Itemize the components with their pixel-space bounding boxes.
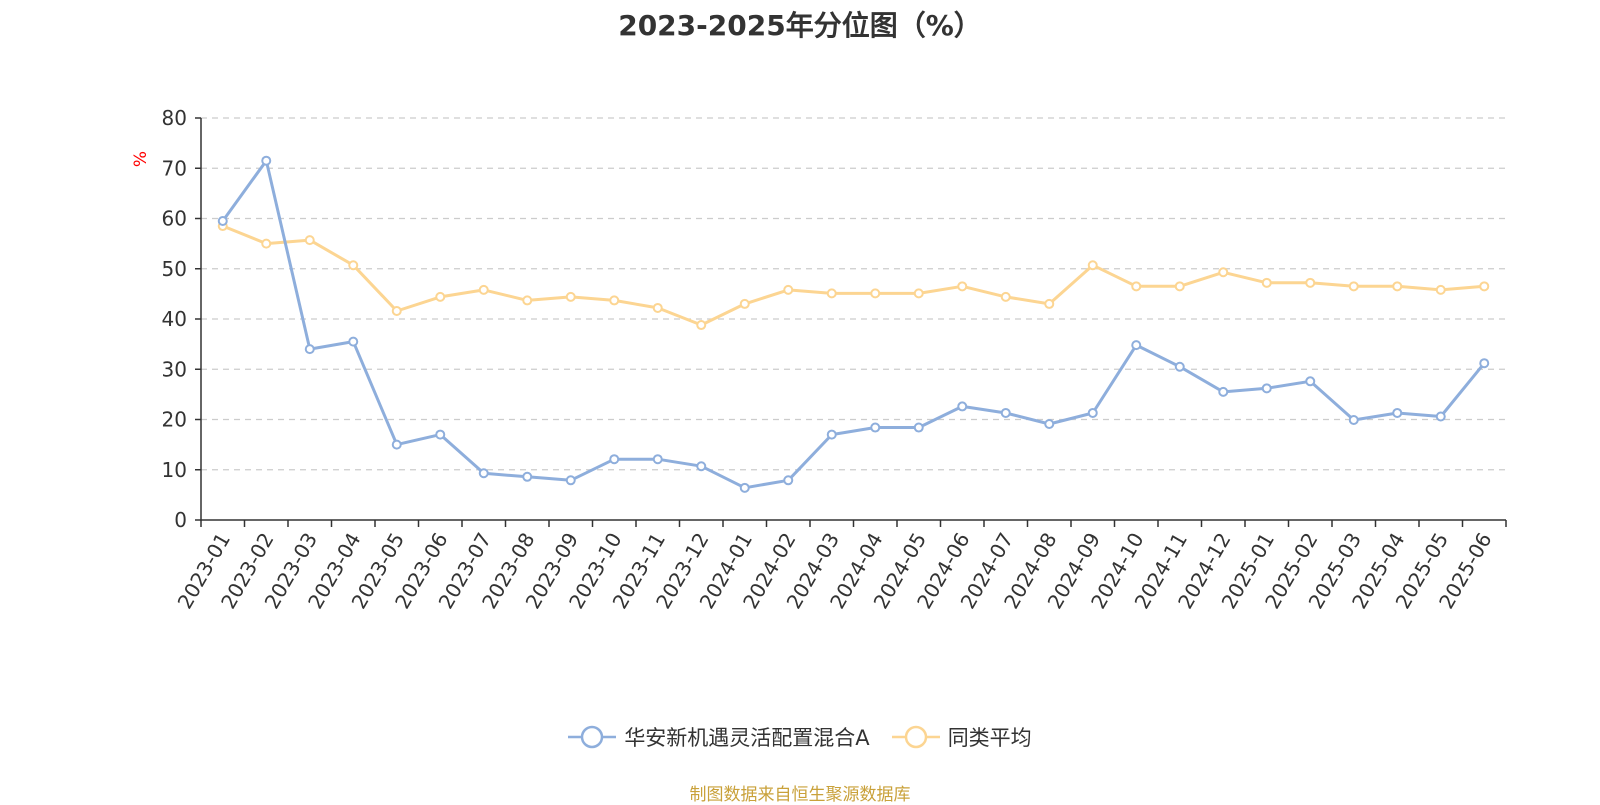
data-point-series-0 — [783, 475, 794, 486]
data-point-series-1 — [565, 291, 576, 302]
data-point-series-0 — [1044, 419, 1055, 430]
data-point-series-0 — [261, 155, 272, 166]
chart-legend[interactable]: 华安新机遇灵活配置混合A 同类平均 — [0, 722, 1600, 752]
series-line-1 — [222, 224, 1485, 327]
data-point-series-0 — [435, 429, 446, 440]
data-point-series-1 — [348, 260, 359, 271]
data-point-series-1 — [435, 291, 446, 302]
data-point-series-1 — [1087, 260, 1098, 271]
data-point-series-1 — [1305, 277, 1316, 288]
legend-peer-label: 同类平均 — [947, 726, 1032, 750]
legend-item-fund[interactable]: 华安新机遇灵活配置混合A — [568, 722, 870, 752]
line-chart: 01020304050607080%2023-012023-022023-032… — [131, 106, 1507, 613]
data-point-series-1 — [1044, 298, 1055, 309]
data-point-series-0 — [957, 401, 968, 412]
data-point-series-0 — [1479, 358, 1490, 369]
data-point-series-0 — [1131, 340, 1142, 351]
data-point-series-0 — [1392, 407, 1403, 418]
data-point-series-0 — [478, 468, 489, 479]
data-point-series-1 — [739, 298, 750, 309]
data-point-series-0 — [739, 482, 750, 493]
data-point-series-1 — [1131, 281, 1142, 292]
source-note: 制图数据来自恒生聚源数据库 — [689, 785, 911, 805]
y-tick-label: 50 — [162, 257, 187, 281]
data-point-series-0 — [870, 422, 881, 433]
data-point-series-1 — [652, 302, 663, 313]
data-point-series-1 — [1435, 284, 1446, 295]
data-point-series-1 — [1261, 277, 1272, 288]
data-point-series-0 — [1087, 407, 1098, 418]
data-point-series-0 — [826, 429, 837, 440]
data-point-series-1 — [913, 288, 924, 299]
data-point-series-1 — [1174, 281, 1185, 292]
data-point-series-1 — [478, 284, 489, 295]
y-tick-label: 10 — [162, 458, 187, 482]
y-tick-label: 40 — [162, 307, 187, 331]
data-point-series-0 — [522, 471, 533, 482]
legend-peer-swatch-icon — [891, 725, 940, 749]
data-point-series-1 — [1479, 281, 1490, 292]
legend-fund-swatch-icon — [568, 725, 617, 749]
data-point-series-0 — [348, 336, 359, 347]
data-point-series-0 — [217, 216, 228, 227]
data-point-series-1 — [783, 284, 794, 295]
y-tick-label: 80 — [162, 106, 187, 130]
data-point-series-1 — [957, 281, 968, 292]
data-point-series-1 — [391, 305, 402, 316]
data-point-series-0 — [391, 439, 402, 450]
y-tick-label: 0 — [174, 508, 187, 532]
data-point-series-0 — [1348, 415, 1359, 426]
data-point-series-1 — [522, 295, 533, 306]
data-point-series-1 — [1348, 281, 1359, 292]
data-point-series-0 — [1000, 407, 1011, 418]
data-point-series-0 — [1435, 411, 1446, 422]
y-axis-unit-label: % — [131, 151, 151, 167]
data-point-series-0 — [913, 422, 924, 433]
y-tick-label: 70 — [162, 156, 187, 180]
chart-title: 2023-2025年分位图（%） — [618, 9, 982, 42]
data-point-series-1 — [1392, 281, 1403, 292]
data-point-series-1 — [261, 238, 272, 249]
data-point-series-0 — [1305, 376, 1316, 387]
data-point-series-1 — [826, 288, 837, 299]
data-point-series-0 — [696, 461, 707, 472]
data-point-series-1 — [696, 320, 707, 331]
data-point-series-0 — [652, 454, 663, 465]
data-point-series-1 — [609, 295, 620, 306]
data-point-series-0 — [304, 344, 315, 355]
y-tick-label: 20 — [162, 408, 187, 432]
data-point-series-0 — [609, 454, 620, 465]
data-point-series-0 — [1261, 383, 1272, 394]
data-point-series-1 — [1218, 267, 1229, 278]
data-point-series-1 — [870, 288, 881, 299]
data-point-series-0 — [1218, 386, 1229, 397]
data-point-series-1 — [1000, 291, 1011, 302]
y-tick-label: 60 — [162, 207, 187, 231]
legend-item-peer-average[interactable]: 同类平均 — [891, 722, 1032, 752]
y-tick-label: 30 — [162, 357, 187, 381]
legend-fund-label: 华安新机遇灵活配置混合A — [624, 726, 870, 750]
series-line-0 — [221, 159, 1486, 490]
data-point-series-1 — [304, 235, 315, 246]
data-point-series-0 — [1174, 361, 1185, 372]
data-point-series-0 — [565, 475, 576, 486]
